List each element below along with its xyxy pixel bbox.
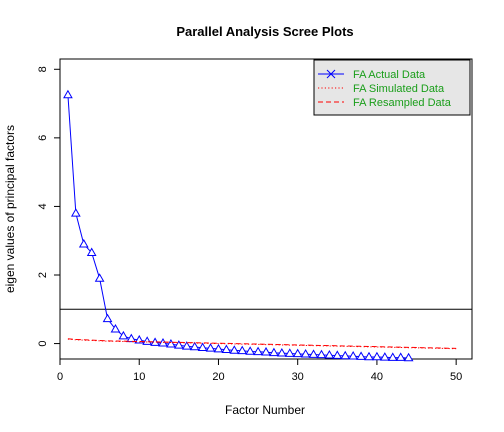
legend-label: FA Resampled Data bbox=[353, 97, 452, 109]
x-tick-label: 40 bbox=[371, 371, 383, 383]
x-axis: 0 10 20 30 40 50 bbox=[57, 359, 462, 383]
data-point bbox=[78, 238, 89, 248]
y-axis: 0 2 4 6 8 bbox=[37, 66, 60, 347]
data-point bbox=[340, 350, 351, 360]
data-point bbox=[269, 347, 279, 357]
data-point bbox=[403, 352, 414, 362]
data-point bbox=[284, 348, 295, 357]
data-point bbox=[308, 349, 319, 358]
data-point bbox=[332, 350, 343, 359]
data-point bbox=[300, 348, 311, 358]
legend-label: FA Simulated Data bbox=[353, 83, 445, 95]
plot-frame bbox=[59, 58, 473, 360]
data-point bbox=[94, 273, 105, 282]
series-line-2 bbox=[67, 338, 457, 349]
data-point bbox=[348, 351, 359, 360]
x-tick-label: 50 bbox=[450, 371, 462, 383]
legend-cross-marker bbox=[326, 69, 336, 79]
data-point bbox=[245, 346, 256, 355]
data-point bbox=[292, 348, 303, 358]
y-tick-label: 0 bbox=[37, 341, 49, 347]
y-tick-label: 6 bbox=[37, 135, 49, 141]
legend-box bbox=[313, 59, 471, 116]
y-axis-label: eigen values of principal factors bbox=[3, 125, 17, 293]
data-point bbox=[70, 208, 81, 217]
data-point bbox=[126, 333, 137, 343]
data-point bbox=[181, 341, 192, 350]
x-axis-label: Factor Number bbox=[225, 403, 305, 417]
chart-title: Parallel Analysis Scree Plots bbox=[176, 24, 353, 39]
data-point bbox=[189, 341, 200, 351]
data-point bbox=[387, 352, 398, 361]
data-point bbox=[229, 345, 240, 354]
data-point bbox=[173, 340, 184, 349]
data-point bbox=[118, 330, 129, 340]
x-tick-label: 10 bbox=[133, 371, 145, 383]
data-point bbox=[316, 349, 327, 359]
y-tick-label: 8 bbox=[37, 66, 49, 72]
data-point bbox=[324, 350, 335, 359]
data-point bbox=[253, 346, 263, 356]
data-point bbox=[372, 351, 382, 361]
data-point bbox=[205, 343, 216, 352]
data-point bbox=[166, 339, 176, 348]
data-point bbox=[110, 323, 121, 333]
data-point bbox=[395, 352, 406, 361]
data-point bbox=[197, 342, 208, 351]
data-point bbox=[237, 345, 248, 355]
x-tick-label: 0 bbox=[57, 371, 63, 383]
data-point bbox=[364, 351, 374, 361]
data-point bbox=[102, 313, 113, 323]
y-tick-label: 4 bbox=[37, 203, 49, 209]
data-point bbox=[142, 336, 153, 345]
data-point bbox=[379, 352, 390, 361]
data-point bbox=[221, 344, 232, 354]
data-point bbox=[276, 347, 287, 357]
x-tick-label: 20 bbox=[212, 371, 224, 383]
data-point bbox=[63, 89, 73, 99]
y-tick-label: 2 bbox=[37, 272, 49, 278]
series-line-0 bbox=[67, 94, 409, 359]
legend: FA Actual Data FA Simulated Data FA Resamp… bbox=[313, 59, 471, 116]
data-point bbox=[86, 247, 97, 257]
series-layer bbox=[63, 89, 457, 362]
legend-label: FA Actual Data bbox=[353, 69, 426, 81]
data-point bbox=[356, 351, 366, 360]
x-tick-label: 30 bbox=[292, 371, 304, 383]
data-point bbox=[261, 346, 271, 356]
data-point bbox=[213, 343, 224, 353]
